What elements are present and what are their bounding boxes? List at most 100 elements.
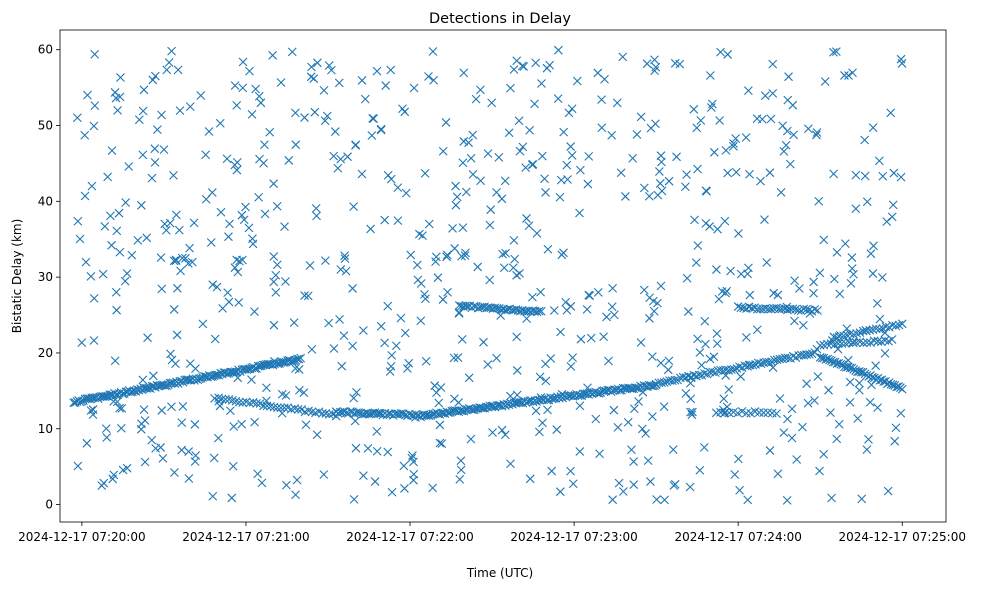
scatter-point	[608, 495, 618, 505]
scatter-point	[424, 72, 433, 81]
scatter-point	[100, 392, 110, 401]
scatter-point	[515, 146, 525, 156]
scatter-point	[272, 260, 282, 270]
scatter-point	[819, 235, 829, 245]
scatter-point	[888, 320, 897, 330]
scatter-point	[575, 401, 585, 411]
y-tick-label: 20	[38, 346, 53, 360]
scatter-point	[451, 200, 461, 210]
scatter-point	[281, 277, 290, 286]
scatter-point	[110, 356, 120, 366]
scatter-point	[537, 394, 547, 404]
scatter-point	[734, 229, 743, 238]
scatter-point	[593, 287, 603, 297]
scatter-point	[90, 101, 100, 111]
scatter-point	[896, 54, 906, 64]
scatter-point	[466, 153, 476, 163]
scatter-point	[649, 306, 659, 316]
scatter-point	[88, 405, 98, 414]
scatter-point	[512, 56, 522, 66]
scatter-point	[522, 214, 531, 223]
scatter-point	[234, 397, 244, 407]
scatter-point	[461, 248, 470, 258]
scatter-point	[762, 258, 772, 267]
scatter-point	[170, 468, 179, 477]
scatter-point	[178, 401, 188, 411]
scatter-point	[582, 304, 592, 314]
scatter-point	[508, 263, 518, 273]
scatter-point	[181, 253, 190, 263]
scatter-point	[829, 47, 838, 57]
scatter-point	[506, 83, 515, 93]
scatter-point	[456, 406, 465, 416]
scatter-point	[719, 394, 729, 404]
scatter-point	[815, 268, 825, 278]
scatter-point	[136, 200, 146, 210]
scatter-point	[327, 65, 336, 75]
scatter-point	[383, 170, 393, 180]
scatter-point	[886, 108, 896, 118]
scatter-point	[709, 147, 719, 157]
scatter-point	[259, 401, 268, 411]
scatter-point	[448, 224, 457, 233]
scatter-point	[276, 403, 286, 413]
scatter-point	[591, 414, 601, 424]
scatter-point	[122, 269, 132, 278]
scatter-point	[486, 205, 496, 215]
scatter-point	[73, 461, 83, 471]
scatter-point	[269, 179, 279, 189]
scatter-point	[430, 381, 440, 391]
scatter-point	[701, 218, 711, 228]
scatter-point	[321, 409, 331, 418]
scatter-point	[215, 118, 225, 128]
scatter-point	[783, 414, 792, 424]
scatter-point	[866, 249, 876, 259]
scatter-point	[573, 391, 583, 401]
scatter-point	[456, 465, 466, 475]
scatter-point	[654, 167, 664, 176]
scatter-point	[692, 123, 702, 133]
scatter-point	[714, 294, 724, 304]
scatter-point	[420, 290, 429, 299]
scatter-point	[360, 94, 370, 104]
scatter-point	[189, 218, 199, 228]
scatter-point	[538, 418, 547, 428]
scatter-point	[646, 381, 656, 391]
scatter-point	[86, 272, 96, 281]
scatter-point	[858, 338, 868, 348]
scatter-point	[368, 114, 378, 123]
scatter-point	[865, 325, 875, 335]
scatter-point	[699, 442, 709, 452]
scatter-point	[416, 316, 426, 326]
x-tick-label: 2024-12-17 07:23:00	[510, 530, 637, 544]
scatter-point	[207, 188, 217, 197]
scatter-point	[793, 305, 803, 315]
scatter-point	[257, 478, 267, 488]
scatter-point	[386, 362, 396, 371]
scatter-point	[553, 94, 563, 104]
scatter-point	[400, 107, 410, 117]
scatter-point	[164, 58, 174, 67]
scatter-point	[247, 109, 257, 119]
scatter-point	[366, 224, 375, 234]
scatter-point	[307, 407, 317, 417]
scatter-point	[646, 477, 655, 486]
scatter-point	[810, 304, 820, 314]
scatter-point	[72, 113, 82, 123]
scatter-point	[824, 385, 833, 395]
scatter-point	[260, 140, 269, 150]
scatter-point	[612, 98, 622, 108]
scatter-point	[779, 146, 789, 156]
scatter-point	[575, 447, 585, 456]
scatter-point	[566, 301, 576, 311]
scatter-point	[723, 50, 733, 59]
scatter-point	[372, 446, 382, 456]
scatter-point	[670, 58, 680, 68]
scatter-point	[351, 443, 361, 453]
scatter-point	[409, 457, 418, 467]
scatter-point	[720, 216, 730, 226]
scatter-point	[501, 248, 510, 258]
scatter-point	[657, 157, 666, 167]
scatter-point	[82, 438, 92, 448]
scatter-point	[693, 241, 703, 250]
